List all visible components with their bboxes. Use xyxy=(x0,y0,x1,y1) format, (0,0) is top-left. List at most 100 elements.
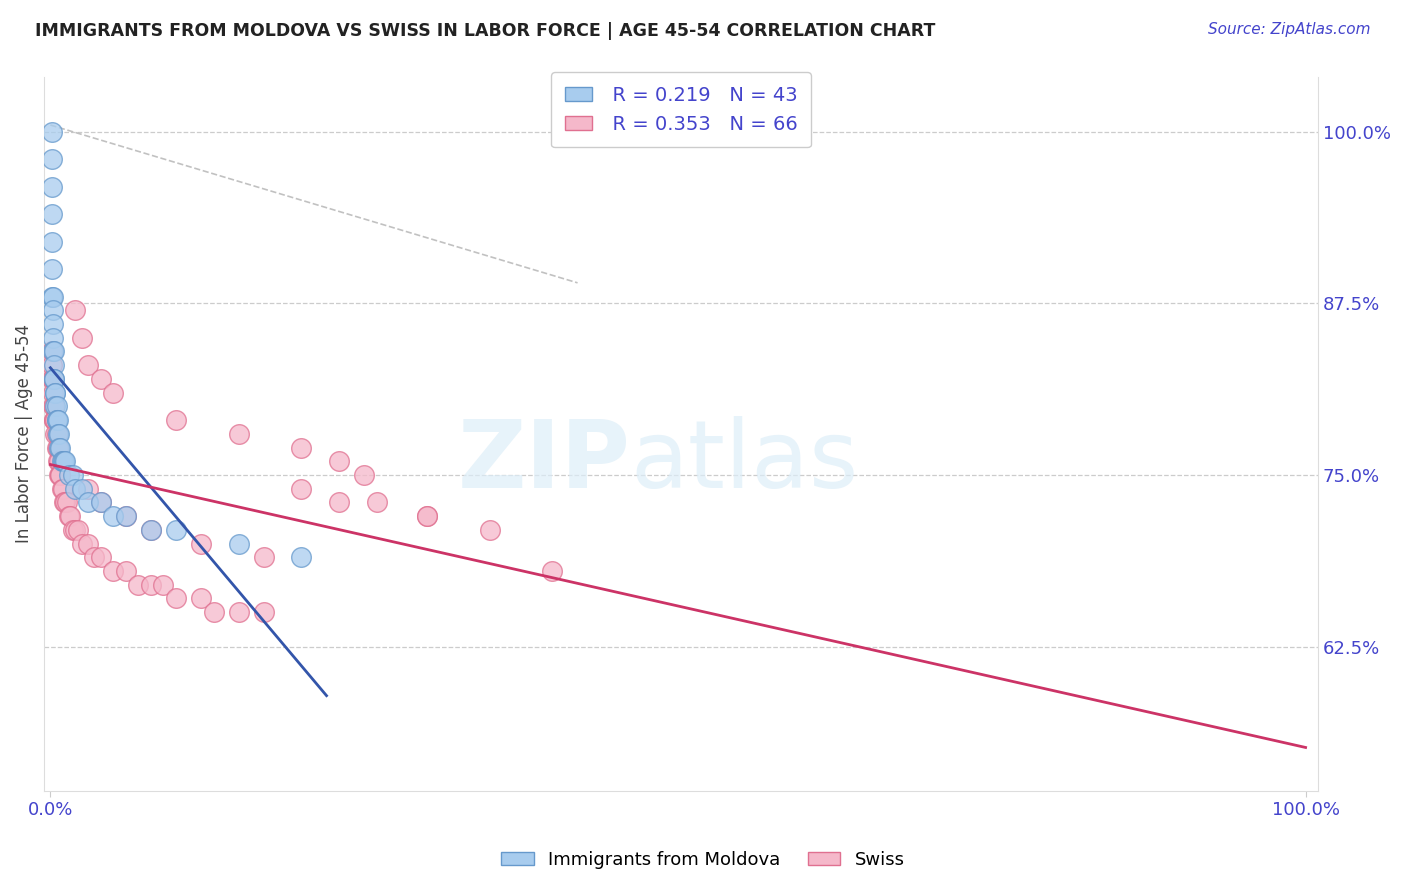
Point xyxy=(55,454,77,468)
Point xyxy=(152,578,174,592)
Point xyxy=(65,523,87,537)
Point xyxy=(48,467,70,482)
Point xyxy=(41,344,63,359)
Point xyxy=(49,441,72,455)
Point xyxy=(77,495,100,509)
Point xyxy=(44,413,66,427)
Point xyxy=(290,550,312,565)
Point xyxy=(70,331,93,345)
Point xyxy=(42,303,65,318)
Text: IMMIGRANTS FROM MOLDOVA VS SWISS IN LABOR FORCE | AGE 45-54 CORRELATION CHART: IMMIGRANTS FROM MOLDOVA VS SWISS IN LABO… xyxy=(35,22,935,40)
Point xyxy=(253,550,276,565)
Point xyxy=(44,385,66,400)
Point xyxy=(90,495,112,509)
Point xyxy=(42,317,65,331)
Point xyxy=(42,372,65,386)
Point xyxy=(90,550,112,565)
Text: Source: ZipAtlas.com: Source: ZipAtlas.com xyxy=(1208,22,1371,37)
Point xyxy=(45,426,67,441)
Point xyxy=(42,331,65,345)
Point xyxy=(44,400,66,414)
Point xyxy=(45,400,67,414)
Point xyxy=(44,372,66,386)
Point xyxy=(48,426,70,441)
Point xyxy=(328,495,350,509)
Point xyxy=(46,454,69,468)
Point xyxy=(139,578,162,592)
Point xyxy=(44,413,66,427)
Point xyxy=(90,372,112,386)
Point xyxy=(190,591,212,606)
Point xyxy=(48,441,70,455)
Y-axis label: In Labor Force | Age 45-54: In Labor Force | Age 45-54 xyxy=(15,325,32,543)
Point xyxy=(42,385,65,400)
Point xyxy=(55,495,77,509)
Point xyxy=(41,207,63,221)
Point xyxy=(44,385,66,400)
Point xyxy=(45,413,67,427)
Point xyxy=(41,262,63,277)
Point xyxy=(41,153,63,167)
Point xyxy=(53,495,76,509)
Point xyxy=(46,413,69,427)
Point xyxy=(70,536,93,550)
Point xyxy=(44,413,66,427)
Point xyxy=(114,509,136,524)
Point xyxy=(45,413,67,427)
Point xyxy=(51,482,73,496)
Point xyxy=(46,441,69,455)
Point xyxy=(42,289,65,303)
Point xyxy=(41,358,63,372)
Point xyxy=(202,605,225,619)
Point xyxy=(228,426,250,441)
Point xyxy=(42,344,65,359)
Point xyxy=(44,344,66,359)
Point xyxy=(416,509,439,524)
Point xyxy=(165,523,187,537)
Point xyxy=(44,372,66,386)
Point xyxy=(416,509,439,524)
Point xyxy=(41,125,63,139)
Point xyxy=(42,400,65,414)
Point xyxy=(366,495,388,509)
Point xyxy=(77,358,100,372)
Point xyxy=(41,289,63,303)
Point xyxy=(114,564,136,578)
Point xyxy=(48,454,70,468)
Point xyxy=(114,509,136,524)
Point xyxy=(190,536,212,550)
Point xyxy=(58,467,80,482)
Point xyxy=(83,550,105,565)
Point xyxy=(101,385,124,400)
Point xyxy=(66,523,89,537)
Point xyxy=(52,454,75,468)
Legend: Immigrants from Moldova, Swiss: Immigrants from Moldova, Swiss xyxy=(494,844,912,876)
Point xyxy=(62,467,84,482)
Point xyxy=(139,523,162,537)
Legend:   R = 0.219   N = 43,   R = 0.353   N = 66: R = 0.219 N = 43, R = 0.353 N = 66 xyxy=(551,72,811,147)
Point xyxy=(253,605,276,619)
Point xyxy=(127,578,149,592)
Point xyxy=(65,482,87,496)
Point xyxy=(70,482,93,496)
Text: atlas: atlas xyxy=(630,417,859,508)
Point xyxy=(165,413,187,427)
Point xyxy=(52,482,75,496)
Point xyxy=(41,235,63,249)
Point xyxy=(59,509,82,524)
Point xyxy=(49,467,72,482)
Point xyxy=(51,454,73,468)
Text: ZIP: ZIP xyxy=(457,417,630,508)
Point xyxy=(139,523,162,537)
Point xyxy=(44,426,66,441)
Point xyxy=(45,441,67,455)
Point xyxy=(101,509,124,524)
Point xyxy=(44,358,66,372)
Point xyxy=(58,509,80,524)
Point xyxy=(228,536,250,550)
Point xyxy=(290,482,312,496)
Point xyxy=(46,426,69,441)
Point xyxy=(90,495,112,509)
Point xyxy=(478,523,501,537)
Point xyxy=(290,441,312,455)
